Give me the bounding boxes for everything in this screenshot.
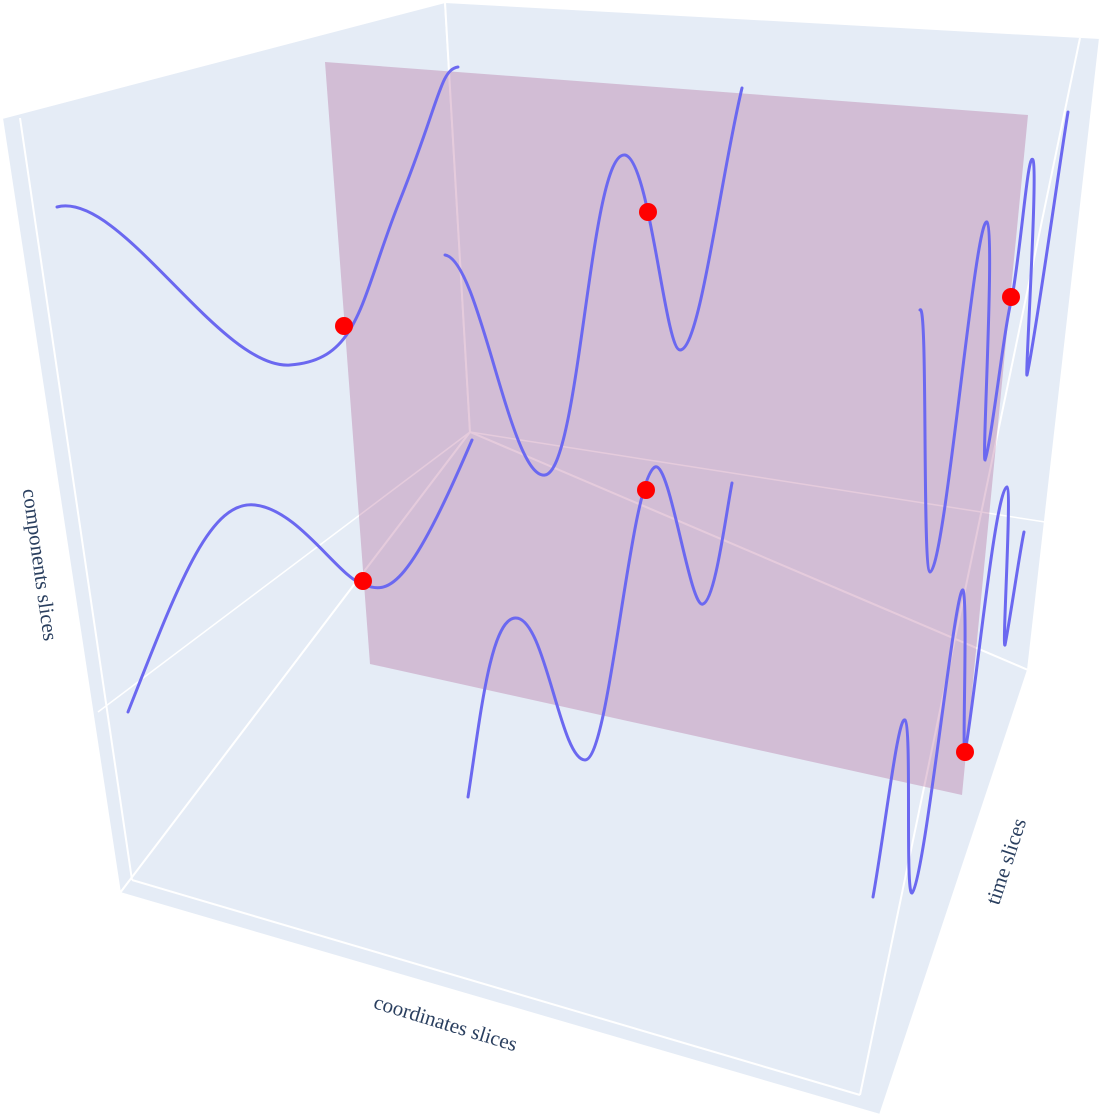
marker — [354, 572, 372, 590]
axis-title: time slices — [981, 815, 1031, 907]
grid-line — [469, 431, 1046, 523]
edge — [131, 879, 861, 1096]
axis-title: components slices — [18, 487, 63, 642]
grid-line — [97, 431, 471, 713]
curve — [55, 65, 460, 367]
curve — [871, 485, 1026, 899]
marker — [335, 317, 353, 335]
curve — [918, 110, 1070, 574]
curve — [466, 465, 734, 799]
curve — [443, 86, 744, 477]
slice-plane — [325, 62, 1028, 795]
marker — [637, 481, 655, 499]
marker — [639, 203, 657, 221]
markers — [335, 203, 1020, 761]
curve — [126, 438, 474, 714]
marker — [956, 743, 974, 761]
edge — [19, 117, 133, 881]
marker — [1002, 288, 1020, 306]
curves — [55, 65, 1070, 899]
edge — [859, 37, 1081, 1096]
